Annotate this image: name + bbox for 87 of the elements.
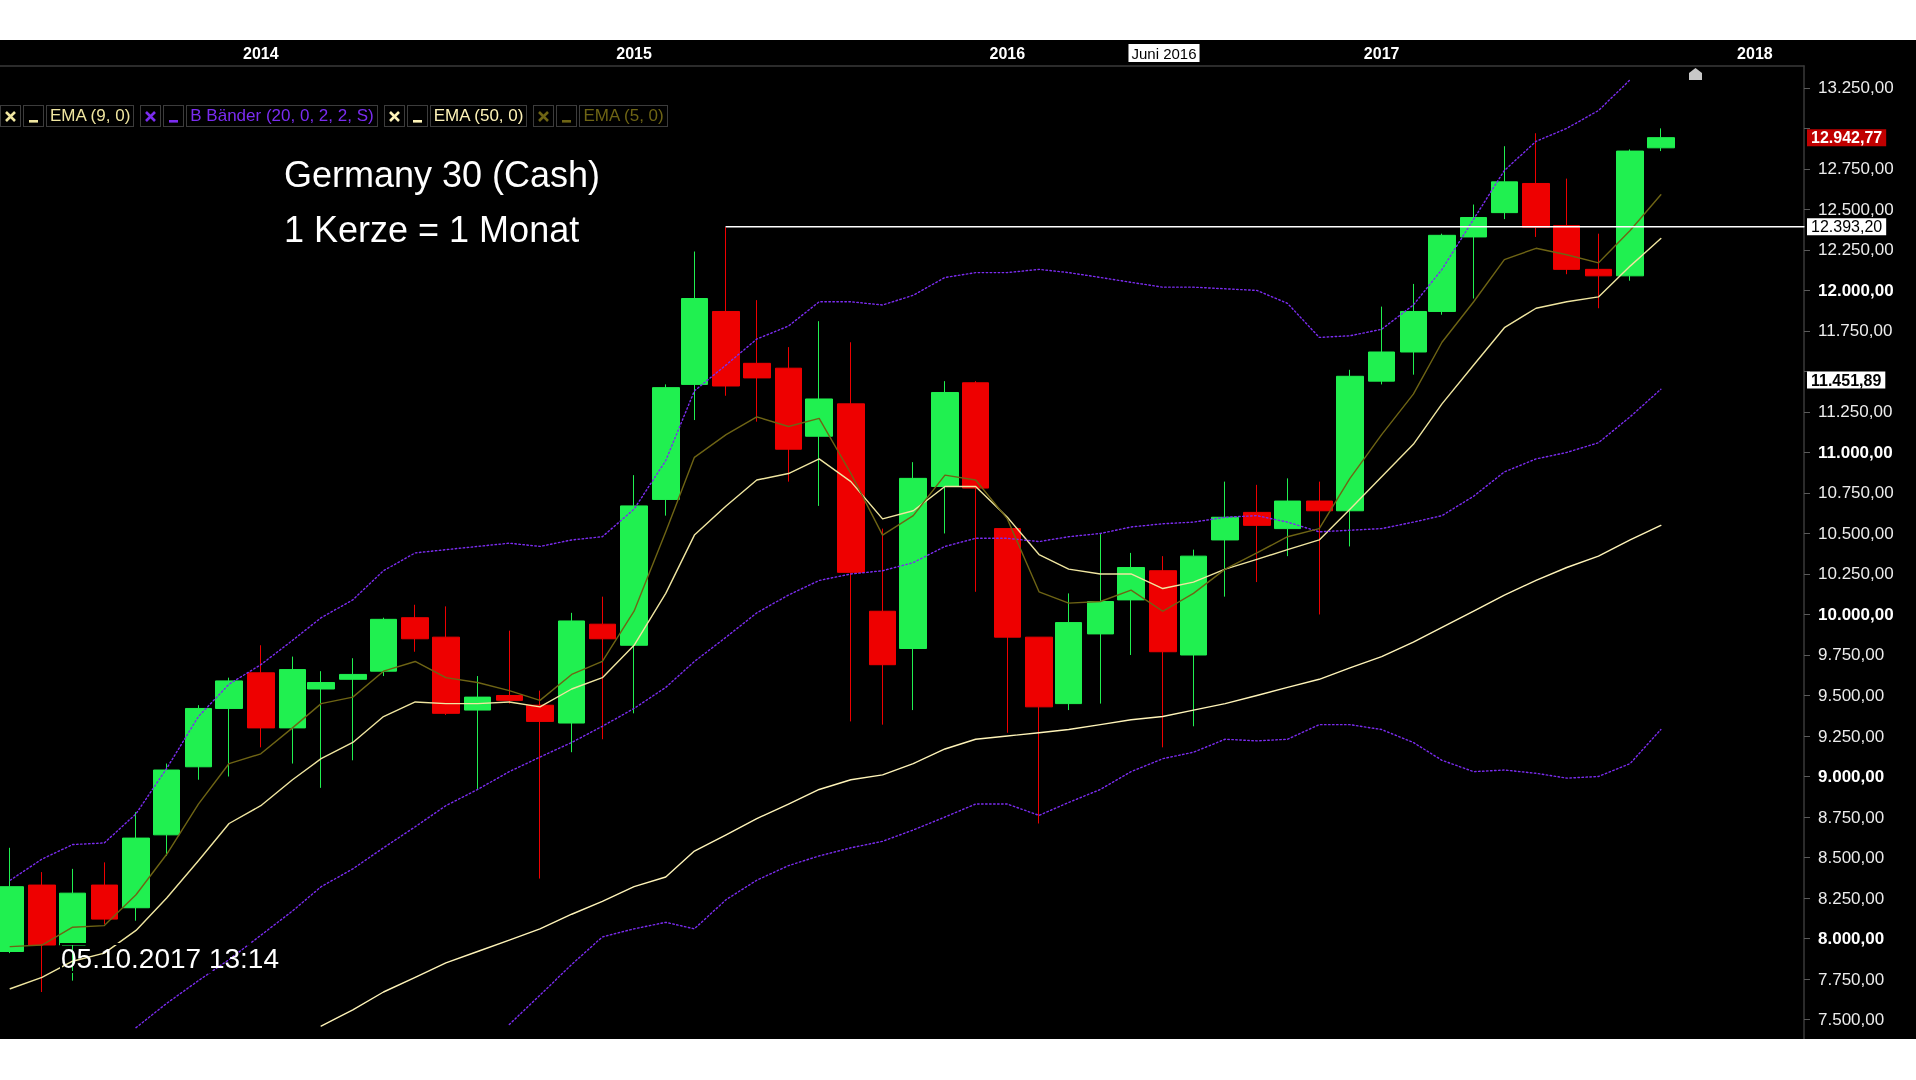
candlestick (931, 380, 959, 534)
x-tick-label: 2016 (989, 44, 1026, 62)
candlestick (1522, 132, 1550, 238)
candlestick (899, 461, 927, 711)
x-tick-label: 2015 (616, 44, 652, 62)
candlestick (558, 612, 585, 753)
candlestick (91, 861, 118, 925)
legend-label: EMA (50, 0) (429, 105, 528, 127)
x-tick-label: 2017 (1363, 44, 1400, 62)
candlestick (401, 604, 429, 653)
y-tick-label: 12.500,00 (1818, 199, 1894, 219)
y-tick-label: 10.500,00 (1818, 523, 1894, 543)
candlestick (185, 704, 212, 781)
y-tick-label: 10.250,00 (1818, 564, 1894, 584)
candlestick (1149, 555, 1177, 748)
candlestick (247, 644, 275, 748)
legend-label: B Bänder (20, 0, 2, 2, S) (186, 105, 378, 127)
candlestick (1306, 481, 1333, 615)
y-tick-label: 11.750,00 (1818, 321, 1893, 341)
y-tick-label: 9.000,00 (1818, 767, 1885, 787)
y-tick-label: 12.000,00 (1818, 280, 1894, 300)
candlestick (1616, 148, 1644, 282)
candlestick (432, 605, 460, 716)
candlestick (1025, 636, 1053, 824)
candlestick (526, 690, 554, 880)
line-series (508, 723, 1662, 1026)
line-series (320, 524, 1662, 1027)
candlestick (805, 320, 833, 507)
y-tick-label: 8.250,00 (1818, 888, 1885, 908)
candlestick (620, 474, 648, 714)
candlestick (339, 657, 367, 761)
candlestick (837, 341, 865, 722)
candlestick (1553, 178, 1580, 275)
candlestick (681, 251, 708, 421)
candlestick (1211, 481, 1239, 598)
candlestick (1055, 592, 1082, 711)
y-tick-label: 10.000,00 (1818, 604, 1894, 624)
candlestick (1491, 145, 1518, 220)
candlestick (712, 226, 740, 397)
candlestick (1180, 549, 1207, 727)
candlestick (775, 346, 802, 483)
candlestick (1087, 532, 1114, 705)
candlestick (962, 380, 989, 593)
y-tick-label: 9.500,00 (1818, 685, 1885, 705)
text: 12.942,77 (1811, 129, 1883, 147)
y-tick-label: 8.500,00 (1818, 848, 1885, 868)
y-tick-label: 13.250,00 (1818, 78, 1894, 98)
candlestick (215, 677, 243, 778)
candlestick (1647, 127, 1675, 152)
candlestick (1274, 477, 1301, 557)
candlestick (743, 299, 771, 423)
candlestick (1460, 204, 1487, 300)
y-tick-label: 9.250,00 (1818, 726, 1885, 746)
y-tick-label: 9.750,00 (1818, 645, 1885, 665)
legend-label: EMA (5, 0) (579, 105, 668, 127)
candlestick (589, 596, 616, 740)
candlestick (652, 383, 680, 517)
text: 1 Kerze = 1 Monat (284, 208, 580, 250)
y-tick-label: 12.250,00 (1818, 240, 1894, 260)
y-tick-label: 8.750,00 (1818, 807, 1885, 827)
candlestick (370, 617, 397, 677)
candlestick (28, 871, 56, 993)
x-tick-label: 2018 (1737, 44, 1773, 62)
candlestick (1368, 306, 1395, 385)
line-series (9, 79, 1631, 881)
y-tick-label: 12.750,00 (1818, 159, 1894, 179)
text: 11.451,89 (1811, 371, 1882, 389)
candlestick (496, 630, 523, 705)
candlestick (994, 528, 1021, 734)
x-tick-label: 2014 (242, 44, 279, 62)
candlestick (122, 811, 150, 922)
y-tick-label: 7.500,00 (1818, 1010, 1885, 1030)
text: Juni 2016 (1131, 44, 1197, 62)
text: Germany 30 (Cash) (284, 153, 601, 195)
y-tick-label: 8.000,00 (1818, 929, 1885, 949)
candlestick (464, 675, 491, 790)
y-tick-label: 11.250,00 (1818, 402, 1893, 422)
y-tick-label: 7.750,00 (1818, 969, 1885, 989)
candlestick (1243, 484, 1271, 583)
candlestick (1117, 552, 1145, 656)
y-tick-label: 11.000,00 (1818, 442, 1893, 462)
legend-label: EMA (9, 0) (46, 105, 135, 127)
candlestick (869, 528, 896, 726)
data-label: 12.393,20 (1811, 218, 1883, 236)
candlestick (1585, 233, 1612, 309)
candlestick (1336, 369, 1364, 547)
y-tick-label: 10.750,00 (1818, 483, 1894, 503)
